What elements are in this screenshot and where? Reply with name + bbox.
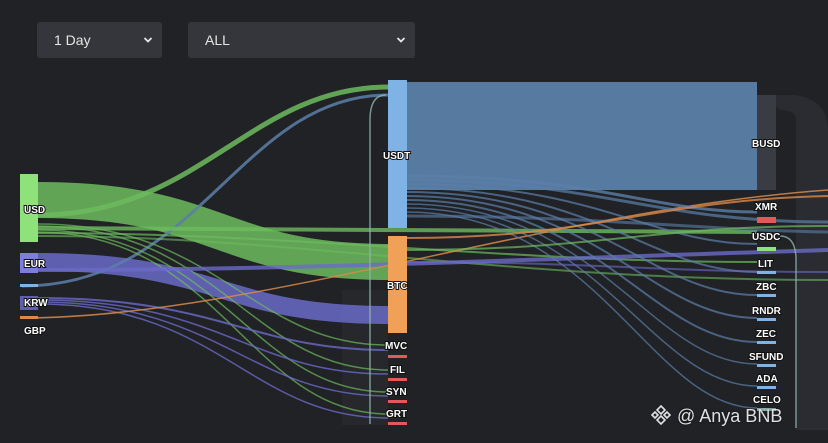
node-krw-bar	[20, 296, 38, 310]
node-celo[interactable]	[757, 408, 776, 411]
source-nodes	[20, 174, 38, 319]
link-gbp-usdt	[21, 93, 389, 288]
label-eur: EUR	[24, 259, 46, 270]
node-btc[interactable]	[388, 236, 407, 333]
node-zec[interactable]	[757, 341, 776, 344]
chevron-down-icon	[143, 37, 153, 43]
binance-logo-icon	[650, 404, 672, 426]
node-sfund[interactable]	[757, 364, 776, 367]
label-fil: FIL	[390, 365, 405, 376]
middle-nodes	[388, 80, 407, 425]
asset-filter-value: ALL	[205, 32, 230, 48]
label-usd: USD	[24, 205, 45, 216]
label-ada: ADA	[756, 374, 778, 385]
node-usd[interactable]	[20, 174, 38, 242]
label-zbc: ZBC	[756, 282, 777, 293]
node-krw[interactable]	[20, 284, 38, 287]
label-busd: BUSD	[752, 139, 780, 150]
node-ada[interactable]	[757, 386, 776, 389]
label-usdt: USDT	[383, 151, 410, 162]
node-usdc[interactable]	[757, 247, 776, 251]
node-busd[interactable]	[757, 95, 776, 190]
label-usdc: USDC	[752, 232, 780, 243]
node-grt[interactable]	[388, 422, 407, 425]
time-range-value: 1 Day	[54, 32, 91, 48]
node-xmr[interactable]	[757, 217, 776, 223]
node-usdt[interactable]	[388, 80, 407, 228]
node-rndr[interactable]	[757, 318, 776, 321]
link-eur-btc	[37, 253, 389, 324]
label-syn: SYN	[386, 387, 407, 398]
node-gbp[interactable]	[20, 316, 38, 319]
node-mvc[interactable]	[388, 355, 407, 358]
node-lit[interactable]	[757, 271, 776, 274]
label-celo: CELO	[753, 395, 781, 406]
target-nodes	[757, 95, 776, 411]
node-eur[interactable]	[20, 253, 38, 273]
asset-filter-select[interactable]: ALL	[188, 22, 415, 58]
label-krw: KRW	[24, 298, 48, 309]
watermark-text: @ Anya BNB	[677, 406, 783, 426]
node-labels: USD EUR KRW GBP USDT BTC MVC FIL SYN GRT…	[23, 138, 784, 421]
label-zec: ZEC	[756, 329, 776, 340]
watermark: @ Anya BNB	[650, 404, 782, 427]
flow-links	[21, 81, 828, 428]
label-sfund: SFUND	[749, 352, 783, 363]
time-range-select[interactable]: 1 Day	[37, 22, 162, 58]
label-gbp: GBP	[24, 326, 46, 337]
label-mvc: MVC	[385, 341, 407, 352]
label-lit: LIT	[758, 259, 773, 270]
link-usd-usdt	[37, 84, 389, 218]
chevron-down-icon	[396, 37, 406, 43]
node-zbc[interactable]	[757, 294, 776, 297]
label-btc: BTC	[387, 281, 408, 292]
label-xmr: XMR	[755, 202, 778, 213]
label-rndr: RNDR	[752, 306, 782, 317]
node-fil[interactable]	[388, 378, 407, 381]
label-grt: GRT	[386, 409, 407, 420]
node-syn[interactable]	[388, 400, 407, 403]
